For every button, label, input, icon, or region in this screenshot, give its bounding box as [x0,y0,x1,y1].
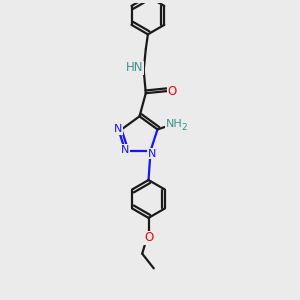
Text: O: O [144,231,153,244]
Text: N: N [121,145,129,154]
Text: O: O [167,85,177,98]
Text: NH: NH [166,119,183,129]
Text: N: N [114,124,122,134]
Text: 2: 2 [181,123,187,132]
Text: N: N [148,149,156,159]
Text: HN: HN [125,61,143,74]
